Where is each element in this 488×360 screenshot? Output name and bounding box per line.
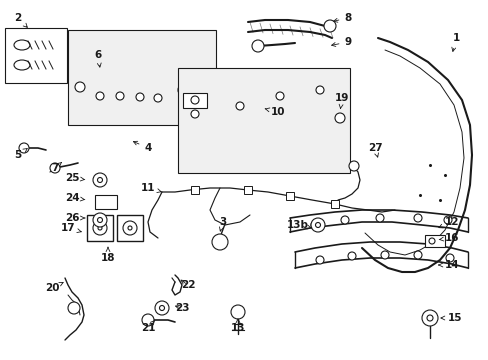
Bar — [68, 30, 216, 125]
Bar — [191, 186, 199, 194]
Circle shape — [75, 82, 85, 92]
Bar — [95, 195, 117, 209]
Bar — [285, 192, 293, 200]
Text: 12: 12 — [438, 217, 458, 228]
Circle shape — [275, 92, 284, 100]
Text: 21: 21 — [141, 320, 155, 333]
Circle shape — [159, 306, 164, 310]
Circle shape — [251, 40, 264, 52]
Circle shape — [413, 214, 421, 222]
Ellipse shape — [14, 40, 30, 50]
Text: 15: 15 — [440, 313, 461, 323]
Circle shape — [136, 93, 143, 101]
Circle shape — [340, 216, 348, 224]
Circle shape — [348, 161, 358, 171]
Text: 27: 27 — [367, 143, 382, 157]
Circle shape — [380, 251, 388, 259]
Text: 6: 6 — [94, 50, 102, 67]
Text: 26: 26 — [64, 213, 85, 223]
Text: 19: 19 — [334, 93, 348, 109]
Text: 7: 7 — [51, 162, 61, 173]
Text: 10: 10 — [264, 107, 285, 117]
Text: 9: 9 — [331, 37, 351, 47]
Circle shape — [178, 83, 192, 97]
Circle shape — [212, 234, 227, 250]
Circle shape — [123, 221, 137, 235]
Circle shape — [334, 113, 345, 123]
Text: 24: 24 — [64, 193, 85, 203]
Bar — [330, 200, 338, 208]
Circle shape — [191, 110, 199, 118]
Bar — [424, 235, 444, 247]
Circle shape — [315, 256, 324, 264]
Circle shape — [19, 143, 29, 153]
Circle shape — [445, 254, 453, 262]
Text: 25: 25 — [64, 173, 84, 183]
Text: 20: 20 — [45, 282, 63, 293]
Circle shape — [230, 305, 244, 319]
Circle shape — [116, 92, 124, 100]
Text: 4: 4 — [133, 141, 151, 153]
Circle shape — [155, 301, 169, 315]
Circle shape — [93, 221, 107, 235]
Circle shape — [426, 315, 432, 321]
Circle shape — [310, 221, 318, 229]
Circle shape — [428, 238, 434, 244]
Circle shape — [315, 222, 320, 228]
Circle shape — [315, 86, 324, 94]
Text: 23: 23 — [174, 303, 189, 313]
Circle shape — [98, 226, 102, 230]
Circle shape — [154, 94, 162, 102]
Circle shape — [97, 217, 102, 222]
Text: 5: 5 — [14, 149, 27, 160]
Circle shape — [68, 302, 80, 314]
Circle shape — [413, 251, 421, 259]
Bar — [178, 68, 349, 173]
Text: 13: 13 — [230, 319, 245, 333]
Circle shape — [310, 218, 325, 232]
Bar — [244, 186, 251, 194]
Circle shape — [443, 216, 451, 224]
Text: 1: 1 — [451, 33, 459, 51]
Text: 11: 11 — [141, 183, 161, 193]
Bar — [87, 215, 113, 241]
Circle shape — [375, 214, 383, 222]
Bar — [183, 93, 206, 108]
Text: 8: 8 — [333, 13, 351, 23]
Text: 17: 17 — [61, 223, 81, 233]
Circle shape — [182, 87, 187, 93]
Circle shape — [324, 20, 335, 32]
Text: 18: 18 — [101, 247, 115, 263]
Circle shape — [347, 252, 355, 260]
Circle shape — [128, 226, 132, 230]
Text: 22: 22 — [181, 280, 195, 290]
Bar — [5, 28, 67, 83]
Bar — [117, 215, 142, 241]
Circle shape — [93, 213, 107, 227]
Text: 14: 14 — [438, 260, 458, 270]
Circle shape — [421, 310, 437, 326]
Text: 16: 16 — [438, 233, 458, 243]
Ellipse shape — [14, 60, 30, 70]
Circle shape — [236, 102, 244, 110]
Circle shape — [191, 96, 199, 104]
Circle shape — [50, 163, 60, 173]
Text: 13b: 13b — [286, 220, 311, 230]
Text: 3: 3 — [219, 217, 226, 231]
Circle shape — [93, 173, 107, 187]
Circle shape — [97, 177, 102, 183]
Text: 2: 2 — [14, 13, 27, 27]
Circle shape — [96, 92, 104, 100]
Circle shape — [142, 314, 154, 326]
